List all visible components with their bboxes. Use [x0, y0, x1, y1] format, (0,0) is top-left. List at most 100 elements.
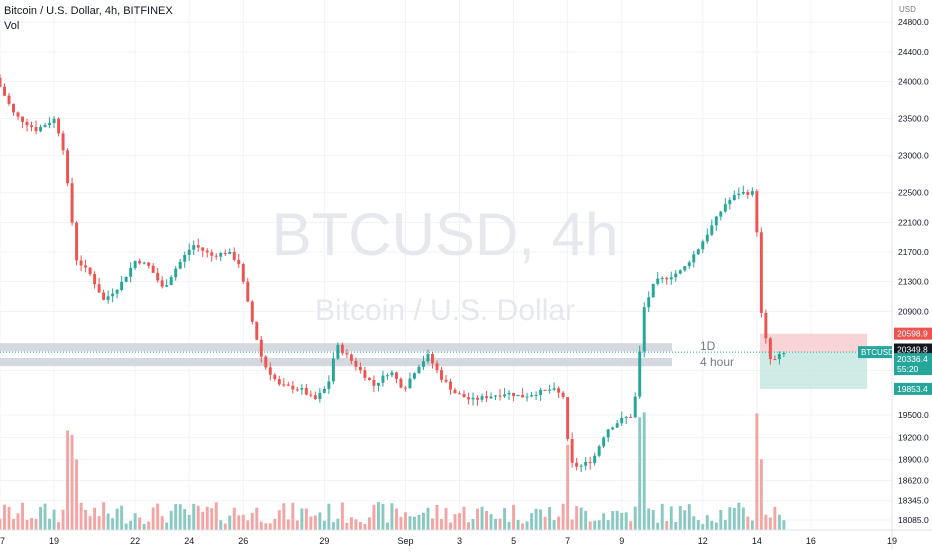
- candle-body[interactable]: [687, 262, 691, 267]
- candle-body[interactable]: [624, 416, 628, 418]
- candle-body[interactable]: [719, 211, 723, 217]
- stop-loss-zone[interactable]: [760, 333, 867, 353]
- candle-body[interactable]: [467, 397, 470, 400]
- candle-body[interactable]: [340, 344, 344, 354]
- candle-body[interactable]: [737, 193, 741, 196]
- candle-body[interactable]: [782, 353, 786, 355]
- candle-body[interactable]: [70, 183, 74, 223]
- candle-body[interactable]: [61, 133, 65, 151]
- candle-body[interactable]: [300, 388, 304, 390]
- candle-body[interactable]: [521, 394, 525, 398]
- candle-body[interactable]: [376, 382, 380, 386]
- candle-body[interactable]: [534, 394, 538, 396]
- candle-body[interactable]: [115, 289, 119, 294]
- candle-body[interactable]: [512, 392, 516, 397]
- candle-body[interactable]: [178, 261, 182, 269]
- candle-body[interactable]: [120, 281, 124, 290]
- candle-body[interactable]: [602, 437, 606, 447]
- candle-body[interactable]: [228, 251, 232, 254]
- candle-body[interactable]: [611, 427, 615, 430]
- candle-body[interactable]: [30, 125, 33, 127]
- candle-body[interactable]: [322, 388, 326, 393]
- candle-body[interactable]: [390, 372, 394, 376]
- candle-body[interactable]: [413, 373, 416, 379]
- candle-body[interactable]: [147, 262, 151, 266]
- candle-body[interactable]: [273, 374, 277, 380]
- candle-body[interactable]: [25, 121, 29, 126]
- candle-body[interactable]: [660, 277, 664, 279]
- candle-body[interactable]: [255, 321, 259, 340]
- candle-body[interactable]: [651, 283, 655, 298]
- candle-body[interactable]: [232, 251, 236, 260]
- candle-body[interactable]: [250, 301, 254, 322]
- candle-body[interactable]: [84, 265, 88, 268]
- candle-body[interactable]: [741, 191, 745, 194]
- candle-body[interactable]: [304, 388, 308, 395]
- candle-body[interactable]: [629, 416, 633, 418]
- candle-body[interactable]: [566, 397, 570, 440]
- candle-body[interactable]: [723, 204, 727, 212]
- candle-body[interactable]: [561, 392, 565, 398]
- candle-body[interactable]: [750, 191, 754, 195]
- candle-body[interactable]: [313, 395, 317, 400]
- candle-body[interactable]: [579, 465, 583, 467]
- candle-body[interactable]: [692, 254, 696, 263]
- candle-body[interactable]: [773, 359, 777, 361]
- candle-body[interactable]: [588, 462, 592, 464]
- candle-body[interactable]: [241, 264, 245, 282]
- candle-body[interactable]: [354, 360, 358, 367]
- candle-body[interactable]: [530, 395, 534, 397]
- candle-body[interactable]: [52, 118, 56, 123]
- candle-body[interactable]: [106, 296, 110, 300]
- candle-body[interactable]: [543, 389, 547, 391]
- candle-body[interactable]: [264, 356, 268, 368]
- candle-body[interactable]: [79, 260, 83, 266]
- candle-body[interactable]: [39, 126, 43, 132]
- candle-body[interactable]: [755, 191, 759, 233]
- candle-body[interactable]: [349, 354, 353, 361]
- candle-body[interactable]: [196, 245, 200, 248]
- candle-body[interactable]: [345, 353, 349, 355]
- candle-body[interactable]: [431, 354, 434, 364]
- candle-body[interactable]: [777, 354, 781, 360]
- candle-body[interactable]: [669, 277, 673, 280]
- candle-body[interactable]: [282, 384, 286, 386]
- candle-body[interactable]: [295, 389, 299, 391]
- candle-body[interactable]: [516, 394, 520, 397]
- candle-body[interactable]: [471, 397, 475, 400]
- candle-body[interactable]: [394, 372, 398, 379]
- candle-body[interactable]: [494, 395, 498, 397]
- candle-body[interactable]: [570, 439, 574, 463]
- candle-body[interactable]: [683, 266, 687, 271]
- candle-body[interactable]: [358, 366, 362, 371]
- candle-body[interactable]: [746, 191, 750, 195]
- candle-body[interactable]: [187, 249, 191, 256]
- candle-body[interactable]: [246, 281, 250, 302]
- candle-body[interactable]: [489, 396, 493, 399]
- candle-body[interactable]: [291, 385, 295, 390]
- candle-body[interactable]: [399, 378, 403, 388]
- candle-body[interactable]: [417, 366, 421, 374]
- candle-body[interactable]: [3, 86, 6, 96]
- candle-body[interactable]: [403, 387, 407, 389]
- candle-body[interactable]: [638, 351, 642, 397]
- candle-body[interactable]: [453, 389, 457, 394]
- candle-body[interactable]: [192, 245, 196, 250]
- candle-body[interactable]: [525, 396, 529, 398]
- candle-body[interactable]: [462, 393, 466, 398]
- candle-body[interactable]: [381, 375, 385, 383]
- candle-body[interactable]: [449, 381, 452, 390]
- candle-body[interactable]: [66, 150, 70, 184]
- candle-body[interactable]: [674, 273, 678, 278]
- candle-body[interactable]: [156, 272, 160, 281]
- candle-body[interactable]: [34, 126, 38, 132]
- candle-body[interactable]: [714, 216, 718, 226]
- candle-body[interactable]: [615, 423, 619, 428]
- candle-body[interactable]: [21, 116, 24, 122]
- candle-body[interactable]: [710, 225, 714, 235]
- candle-body[interactable]: [444, 379, 448, 382]
- candle-body[interactable]: [205, 250, 209, 253]
- candle-body[interactable]: [88, 267, 92, 275]
